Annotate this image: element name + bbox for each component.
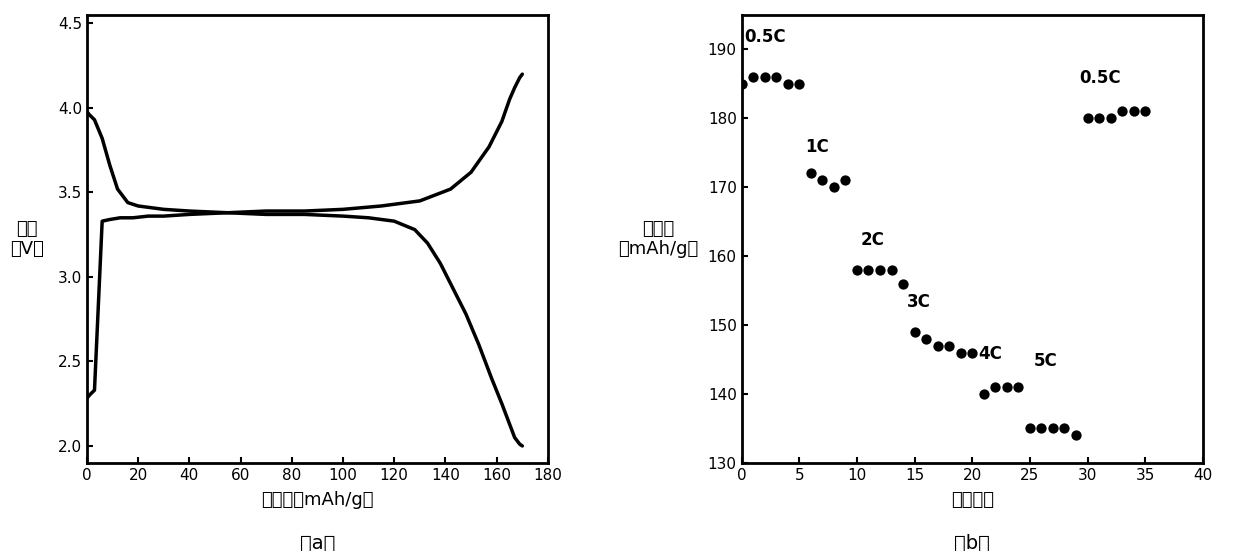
X-axis label: 比容量（mAh/g）: 比容量（mAh/g） xyxy=(262,491,373,509)
Point xyxy=(928,341,947,350)
Point xyxy=(973,390,993,398)
Point xyxy=(1078,114,1097,123)
Point xyxy=(997,382,1017,391)
Point xyxy=(951,348,971,357)
Point xyxy=(1054,424,1074,433)
Text: 4C: 4C xyxy=(978,345,1002,363)
Text: 0.5C: 0.5C xyxy=(744,28,786,46)
Point xyxy=(905,327,925,336)
Text: 3C: 3C xyxy=(906,293,930,311)
Point xyxy=(1008,382,1028,391)
Point xyxy=(1043,424,1063,433)
Point xyxy=(812,176,832,185)
Point xyxy=(1032,424,1052,433)
Point xyxy=(882,266,901,274)
Point xyxy=(790,79,810,88)
Point xyxy=(893,279,913,288)
X-axis label: 循环次数: 循环次数 xyxy=(951,491,993,509)
Text: 0.5C: 0.5C xyxy=(1080,69,1121,88)
Point xyxy=(777,79,797,88)
Point xyxy=(870,266,890,274)
Point xyxy=(939,341,959,350)
Point xyxy=(847,266,867,274)
Text: （b）: （b） xyxy=(955,534,991,551)
Point xyxy=(1066,431,1086,440)
Point xyxy=(732,79,751,88)
Point xyxy=(823,183,843,192)
Point xyxy=(1123,107,1143,116)
Point xyxy=(1089,114,1109,123)
Y-axis label: 电压
（V）: 电压 （V） xyxy=(10,219,45,258)
Point xyxy=(836,176,856,185)
Point xyxy=(986,382,1006,391)
Point xyxy=(1136,107,1156,116)
Text: 2C: 2C xyxy=(861,231,884,249)
Point xyxy=(962,348,982,357)
Point xyxy=(1021,424,1040,433)
Text: 1C: 1C xyxy=(805,138,828,156)
Point xyxy=(1101,114,1121,123)
Point xyxy=(801,169,821,178)
Point xyxy=(743,73,763,82)
Point xyxy=(858,266,878,274)
Point xyxy=(755,73,775,82)
Point xyxy=(1112,107,1132,116)
Y-axis label: 比容量
（mAh/g）: 比容量 （mAh/g） xyxy=(618,219,698,258)
Point xyxy=(916,334,936,343)
Text: 5C: 5C xyxy=(1033,352,1056,370)
Point xyxy=(766,73,786,82)
Text: （a）: （a） xyxy=(300,534,335,551)
